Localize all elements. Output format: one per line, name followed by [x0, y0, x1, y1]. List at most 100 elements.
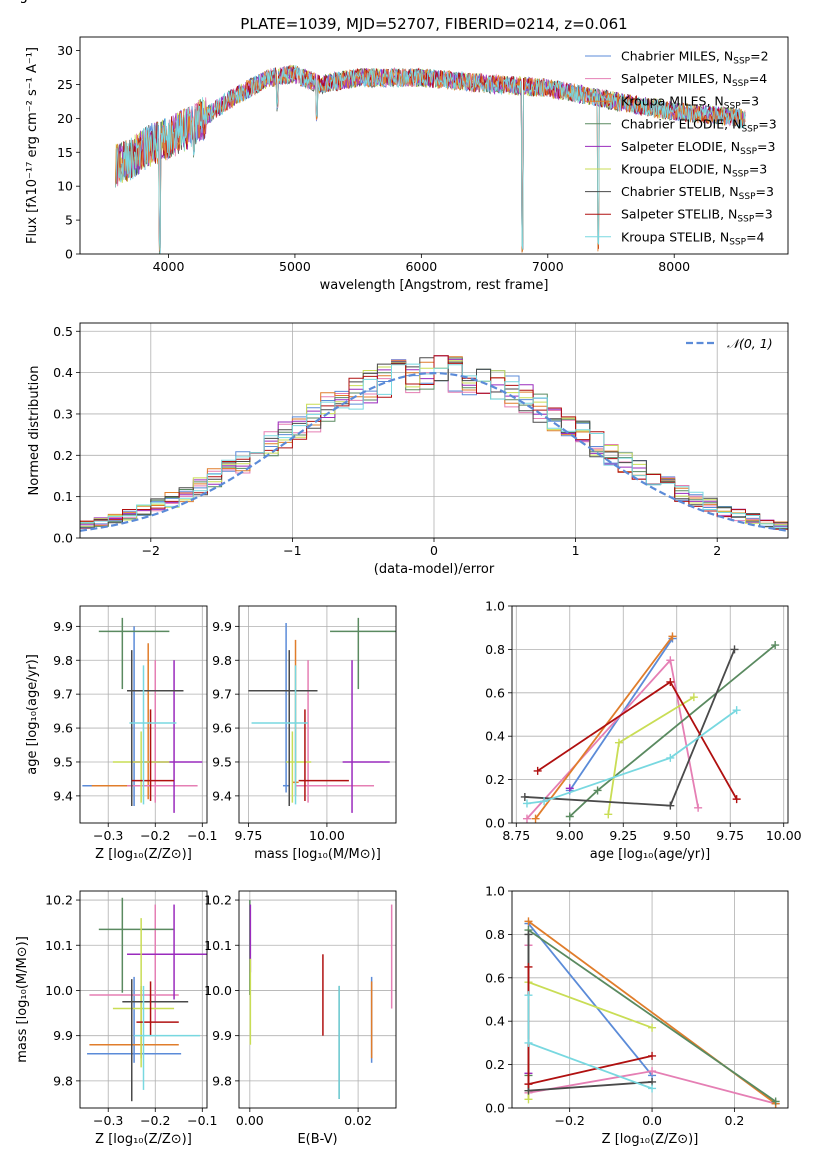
errorbar-point [131, 709, 175, 801]
weight-marker [524, 1095, 533, 1104]
x-tick-label: 6000 [405, 259, 437, 274]
legend-count: =4 [746, 229, 764, 244]
x-tick-label: 2 [713, 543, 721, 558]
legend-entry: 𝒩(0, 1) [727, 336, 773, 351]
y-tick-label: 9.8 [212, 1073, 232, 1088]
weight-marker [648, 1023, 657, 1032]
y-tick-label: 10.2 [204, 893, 232, 908]
x-tick-label: −0.2 [140, 828, 170, 843]
age_vs_Z-axes: −0.3 −0.2 −0.1 9.4 9.5 9.6 9.7 9.8 9.9 Z [log₁₀(Z… [25, 606, 217, 862]
x-tick-label: 0.02 [344, 1113, 372, 1128]
y-axis-label: Flux [fλ10⁻¹⁷ erg cm⁻² s⁻¹ A⁻¹] [25, 47, 40, 244]
axes-frame [79, 36, 789, 255]
weight-marker [604, 810, 613, 819]
y-tick-label: 9.9 [53, 619, 73, 634]
mass_vs_EBV-axes: 0.00 0.02 9.8 9.9 10.0 10.1 10.2 E(B-V) [204, 891, 396, 1147]
y-tick-label: 10.0 [45, 983, 73, 998]
y-tick-label: 9.8 [53, 653, 73, 668]
legend-count: =3 [756, 184, 774, 199]
axes-frame [79, 890, 208, 1109]
spectrum-axes: 4000 5000 6000 7000 8000 0 5 10 15 20 25 30 waveleng… [25, 43, 690, 293]
weight-marker [524, 930, 533, 939]
weight-marker [694, 803, 703, 812]
y-tick-label: 10.1 [45, 938, 73, 953]
y-axis-label: age [log₁₀(age/yr)] [25, 654, 40, 775]
weight-marker [648, 1067, 657, 1076]
legend-entry: Salpeter ELODIE, NSSP=3 [621, 139, 775, 157]
legend-count: =3 [749, 162, 767, 177]
errorbar-point [98, 897, 175, 993]
errorbar-point [129, 665, 177, 805]
histogram-series [80, 363, 788, 532]
y-tick-label: 0.2 [53, 448, 73, 463]
y-tick-label: 9.6 [53, 721, 73, 736]
axes-frame [238, 605, 397, 824]
legend-entry: Chabrier STELIB, NSSP=3 [621, 184, 774, 202]
weight-series-line [527, 922, 653, 1077]
y-tick-label: 20 [57, 111, 73, 126]
y-tick-label: 0.8 [485, 642, 505, 657]
x-tick-label: −0.2 [554, 1113, 584, 1128]
legend-count: =3 [754, 207, 772, 222]
y-tick-label: 9.7 [53, 687, 73, 702]
y-tick-label: 0.4 [53, 365, 73, 380]
x-tick-label: 0.0 [642, 1113, 662, 1128]
y-axis-label: mass weight [0, 0, 41, 4]
x-axis-label: Z [log₁₀(Z/Z⊙)] [95, 1132, 192, 1147]
x-tick-label: −2 [142, 543, 160, 558]
x-tick-label: 9.50 [663, 828, 691, 843]
legend-subscript: SSP [741, 124, 758, 134]
weight-marker [666, 753, 675, 762]
errorbar-point [122, 979, 189, 1102]
weight-marker [668, 632, 677, 641]
y-tick-label: 0.3 [53, 406, 73, 421]
y-tick-label: 0.6 [485, 685, 505, 700]
x-tick-label: 9.25 [609, 828, 637, 843]
x-axis-label: (data-model)/error [374, 562, 495, 577]
weight-marker [522, 814, 531, 823]
y-tick-label: 0.4 [485, 1014, 505, 1029]
y-tick-label: 15 [57, 145, 73, 160]
weight-marker [531, 814, 540, 823]
residuals-axes: −2 −1 0 1 2 0.0 0.1 0.2 0.3 0.4 0.5 (data-model)/er… [27, 323, 788, 577]
weight-marker [533, 766, 542, 775]
y-tick-label: 10 [57, 179, 73, 194]
x-tick-label: 7000 [532, 259, 564, 274]
y-tick-label: 9.4 [53, 788, 73, 803]
weight-marker [614, 738, 623, 747]
weight-marker [771, 641, 780, 650]
normal-reference-curve [80, 371, 788, 532]
errorbar-point [248, 650, 318, 807]
y-tick-label: 25 [57, 77, 73, 92]
x-axis-label: mass [log₁₀(M/M⊙)] [254, 847, 381, 862]
legend-subscript: SSP [732, 79, 749, 89]
weight-marker [593, 786, 602, 795]
weight-series-line [527, 934, 653, 1092]
y-tick-label: 0.6 [485, 970, 505, 985]
y-tick-label: 9.4 [212, 788, 232, 803]
weight-series-line [524, 649, 736, 807]
x-axis-label: age [log₁₀(age/yr)] [590, 847, 711, 862]
y-tick-label: 1.0 [485, 884, 505, 899]
weight-marker [540, 797, 549, 806]
weight-marker [524, 1038, 533, 1047]
y-tick-label: 0.4 [485, 729, 505, 744]
y-tick-label: 0 [65, 247, 73, 262]
legend-subscript: SSP [724, 102, 741, 112]
legend-subscript: SSP [740, 147, 757, 157]
weight-marker [689, 693, 698, 702]
errorbar-point [131, 660, 203, 813]
x-tick-label: 0.00 [236, 1113, 264, 1128]
x-tick-label: 10.00 [309, 828, 345, 843]
y-axis-label: mass [log₁₀(M/M⊙)] [15, 936, 30, 1063]
errorbar-point [112, 731, 170, 803]
x-tick-label: 9.00 [556, 828, 584, 843]
weight-marker [730, 645, 739, 654]
y-tick-label: 0.2 [485, 772, 505, 787]
weight-marker [732, 706, 741, 715]
figure-title: PLATE=1039, MJD=52707, FIBERID=0214, z=0… [240, 15, 627, 33]
x-tick-label: 9.75 [716, 828, 744, 843]
weight-marker [565, 784, 574, 793]
y-tick-label: 1.0 [485, 599, 505, 614]
y-tick-label: 9.5 [53, 754, 73, 769]
